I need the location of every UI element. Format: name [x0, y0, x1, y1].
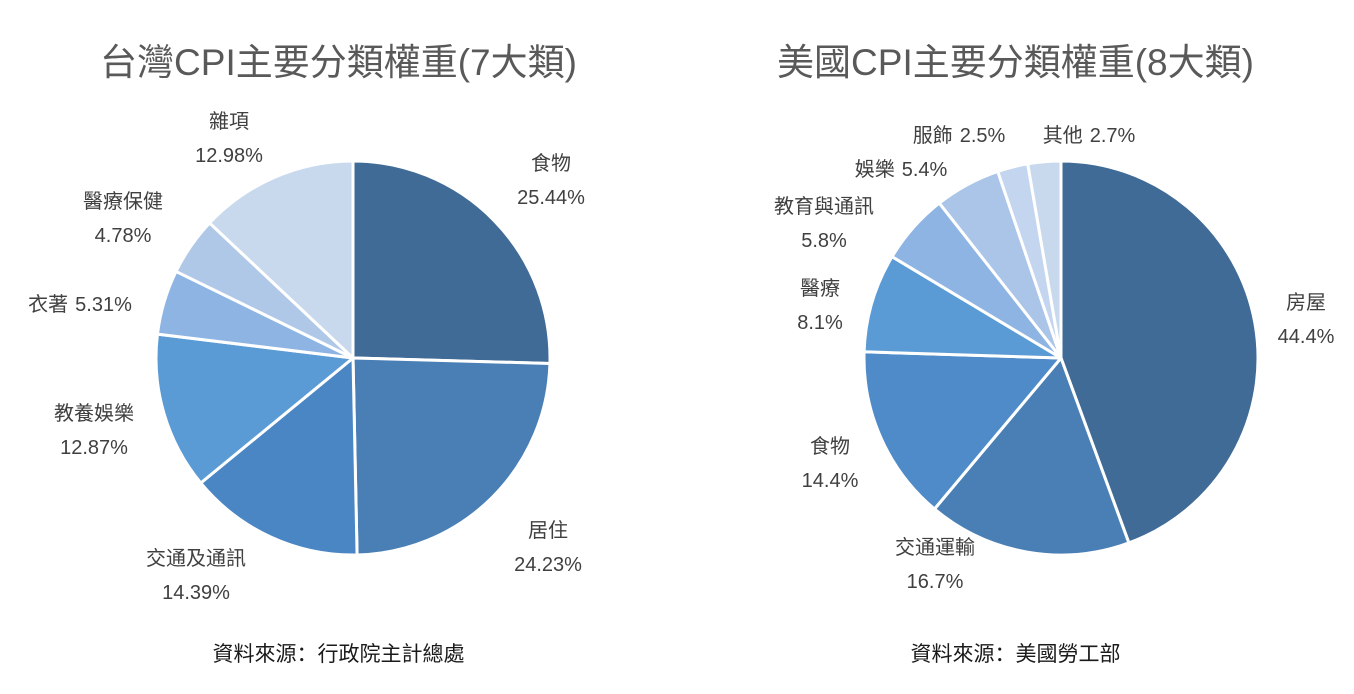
- slice-label: 食物 14.4%: [802, 430, 859, 498]
- slice-label: 娛樂 5.4%: [855, 153, 948, 187]
- pie-slice-7: [208, 159, 355, 360]
- slice-category-label: 教育與通訊: [774, 196, 874, 218]
- slice-value-label: 2.7%: [1089, 125, 1136, 147]
- slice-label: 交通運輸 16.7%: [895, 531, 975, 599]
- source-note: 資料來源：美國勞工部: [910, 643, 1121, 666]
- slice-value-label: 4.78%: [94, 225, 152, 247]
- pie-slice-2: [932, 356, 1131, 557]
- slice-label: 食物 25.44%: [517, 147, 585, 215]
- slice-category-label: 交通及通訊: [146, 548, 246, 570]
- slice-category-label: 房屋: [1286, 292, 1326, 314]
- pie-slice-4: [862, 255, 1063, 360]
- us-cpi-chart: 美國CPI主要分類權重(8大類) 資料來源：美國勞工部 房屋 44.4% 交通運輸 1…: [677, 0, 1354, 694]
- slice-value-label: 24.23%: [514, 554, 582, 576]
- pie-slice-4: [154, 332, 355, 485]
- slice-label: 衣著 5.31%: [28, 288, 132, 322]
- slice-value-label: 2.5%: [959, 125, 1006, 147]
- slice-value-label: 8.1%: [797, 312, 843, 334]
- slice-value-label: 44.4%: [1277, 326, 1335, 348]
- slice-category-label: 食物: [810, 436, 850, 458]
- slice-value-label: 5.8%: [801, 230, 847, 252]
- slice-category-label: 教養娛樂: [54, 403, 134, 425]
- slice-category-label: 雜項: [209, 111, 249, 133]
- pie-chart: [862, 159, 1260, 557]
- slice-value-label: 5.31%: [75, 294, 132, 316]
- slice-category-label: 其他: [1042, 125, 1083, 147]
- source-note: 資料來源：行政院主計總處: [212, 643, 465, 666]
- slice-label: 房屋 44.4%: [1278, 286, 1335, 354]
- slice-category-label: 食物: [531, 153, 571, 175]
- slice-value-label: 12.98%: [195, 145, 263, 167]
- slice-label: 交通及通訊 14.39%: [146, 542, 246, 610]
- pie-slice-3: [199, 356, 359, 557]
- slice-value-label: 14.4%: [801, 470, 859, 492]
- pie-slice-2: [351, 356, 552, 557]
- taiwan-cpi-chart: 台灣CPI主要分類權重(7大類) 資料來源：行政院主計總處 食物 25.44% 居住…: [28, 42, 585, 666]
- slice-value-label: 5.4%: [901, 159, 948, 181]
- pie-slice-8: [1026, 159, 1063, 360]
- slice-label: 教養娛樂 12.87%: [54, 397, 134, 465]
- pie-slice-3: [862, 350, 1063, 511]
- slice-label: 教育與通訊 5.8%: [774, 190, 874, 258]
- slice-label: 醫療 8.1%: [797, 272, 843, 340]
- chart-title: 美國CPI主要分類權重(8大類): [777, 42, 1254, 83]
- slice-category-label: 娛樂: [854, 159, 895, 181]
- chart-title: 台灣CPI主要分類權重(7大類): [100, 42, 577, 83]
- slice-value-label: 16.7%: [906, 571, 964, 593]
- slice-category-label: 居住: [528, 520, 568, 542]
- pie-slice-1: [1059, 159, 1260, 545]
- slice-category-label: 衣著: [28, 294, 69, 316]
- slice-label: 醫療保健 4.78%: [83, 185, 163, 253]
- slice-label: 服飾 2.5%: [913, 119, 1006, 153]
- slice-category-label: 醫療: [800, 278, 840, 300]
- slice-label: 雜項 12.98%: [195, 105, 263, 173]
- slice-value-label: 25.44%: [517, 187, 585, 209]
- pie-slice-1: [351, 159, 552, 365]
- slice-category-label: 醫療保健: [83, 191, 163, 213]
- slice-label: 居住 24.23%: [514, 514, 582, 582]
- slice-label: 其他 2.7%: [1043, 119, 1136, 153]
- slice-category-label: 交通運輸: [895, 537, 975, 559]
- slice-category-label: 服飾: [912, 125, 953, 147]
- pie-chart: [154, 159, 552, 557]
- slice-value-label: 12.87%: [60, 437, 128, 459]
- slice-value-label: 14.39%: [162, 582, 230, 604]
